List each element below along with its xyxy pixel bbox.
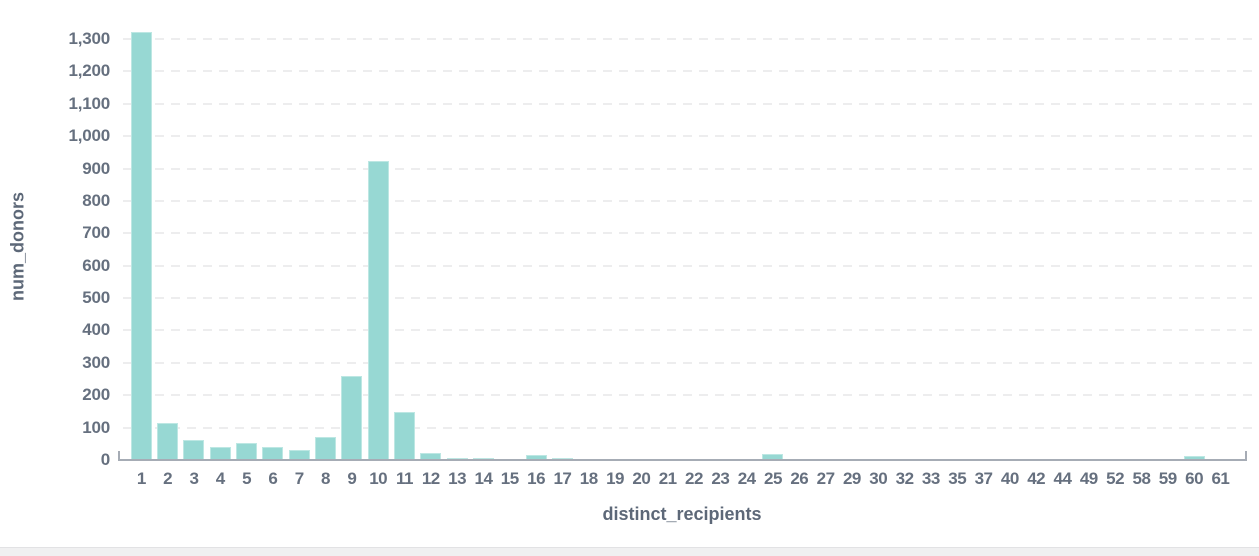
bar[interactable] [525, 455, 547, 460]
gridline [123, 232, 1253, 235]
x-tick-label: 59 [1158, 469, 1177, 488]
bar[interactable] [236, 443, 258, 460]
y-axis-title: num_donors [7, 192, 28, 302]
x-tick-label: 17 [553, 469, 572, 488]
y-tick-label: 600 [82, 255, 110, 275]
y-tick-label: 1,200 [68, 61, 110, 81]
x-tick-label: 21 [658, 469, 677, 488]
bar[interactable] [341, 375, 363, 460]
bar[interactable] [183, 439, 205, 460]
x-tick-label: 13 [448, 469, 467, 488]
x-tick-label: 26 [790, 469, 809, 488]
x-tick-label: 7 [294, 469, 304, 488]
x-tick-label: 16 [527, 469, 546, 488]
x-tick-label: 44 [1053, 469, 1072, 488]
gridline [123, 135, 1253, 138]
x-tick-label: 23 [711, 469, 730, 488]
x-tick-label: 6 [268, 469, 278, 488]
y-tick-label: 400 [82, 320, 110, 340]
y-tick-label: 0 [100, 450, 110, 469]
x-axis-end-cap [1245, 451, 1247, 459]
x-tick-label: 1 [136, 469, 146, 488]
footer-strip [0, 547, 1259, 556]
gridline [123, 102, 1253, 105]
x-tick-label: 10 [369, 469, 388, 488]
y-tick-label: 700 [82, 223, 110, 243]
gridline [123, 297, 1253, 300]
x-tick-label: 12 [421, 469, 440, 488]
x-tick-label: 19 [606, 469, 624, 488]
gridline [123, 70, 1253, 73]
y-tick-label: 1,300 [68, 29, 110, 48]
x-tick-label: 58 [1132, 469, 1151, 488]
x-tick-label: 35 [948, 469, 967, 488]
x-tick-label: 2 [163, 469, 173, 488]
y-tick-label: 100 [82, 417, 110, 437]
x-tick-label: 49 [1079, 469, 1098, 488]
x-tick-label: 22 [685, 469, 703, 488]
bar[interactable] [157, 422, 179, 460]
x-tick-label: 33 [921, 469, 940, 488]
x-tick-label: 3 [189, 469, 199, 488]
bar[interactable] [209, 447, 231, 460]
x-tick-label: 29 [842, 469, 861, 488]
y-tick-label: 300 [82, 352, 110, 372]
x-tick-label: 32 [895, 469, 914, 488]
x-tick-label: 30 [869, 469, 888, 488]
x-tick-label: 4 [215, 469, 225, 488]
x-tick-label: 5 [242, 469, 252, 488]
gridline [123, 264, 1253, 267]
gridline [123, 426, 1253, 429]
y-tick-label: 500 [82, 288, 110, 308]
x-tick-label: 11 [396, 469, 413, 488]
y-tick-label: 800 [82, 190, 110, 210]
bar[interactable] [762, 454, 784, 460]
x-tick-label: 15 [500, 469, 519, 488]
x-tick-label: 60 [1185, 469, 1204, 488]
bar[interactable] [1183, 456, 1205, 460]
y-tick-label: 1,000 [68, 126, 110, 146]
gridline [123, 329, 1253, 332]
gridline [123, 361, 1253, 364]
x-tick-label: 24 [737, 469, 756, 488]
bar[interactable] [130, 31, 152, 460]
x-tick-label: 42 [1027, 469, 1046, 488]
y-tick-label: 900 [82, 158, 110, 178]
gridline [123, 394, 1253, 397]
x-tick-label: 20 [632, 469, 651, 488]
bar[interactable] [262, 447, 284, 460]
x-tick-label: 52 [1106, 469, 1125, 488]
x-axis-end-cap [118, 451, 120, 459]
x-tick-label: 25 [764, 469, 782, 488]
x-tick-label: 27 [816, 469, 835, 488]
gridline [123, 199, 1253, 202]
bar[interactable] [367, 161, 389, 460]
x-tick-label: 61 [1211, 469, 1230, 488]
x-tick-label: 9 [347, 469, 357, 488]
y-tick-label: 200 [82, 385, 110, 405]
x-axis-title: distinct_recipients [602, 504, 762, 524]
x-tick-label: 14 [474, 469, 493, 488]
bar[interactable] [315, 436, 337, 460]
x-tick-label: 18 [579, 469, 598, 488]
x-tick-label: 8 [321, 469, 331, 488]
bar[interactable] [288, 450, 310, 460]
x-tick-label: 37 [974, 469, 993, 488]
y-tick-label: 1,100 [68, 93, 110, 113]
gridline [123, 167, 1253, 170]
bar[interactable] [394, 412, 415, 460]
x-axis-line [118, 459, 1247, 461]
bar[interactable] [420, 452, 442, 460]
x-tick-label: 40 [1000, 469, 1019, 488]
gridline [123, 38, 1253, 40]
